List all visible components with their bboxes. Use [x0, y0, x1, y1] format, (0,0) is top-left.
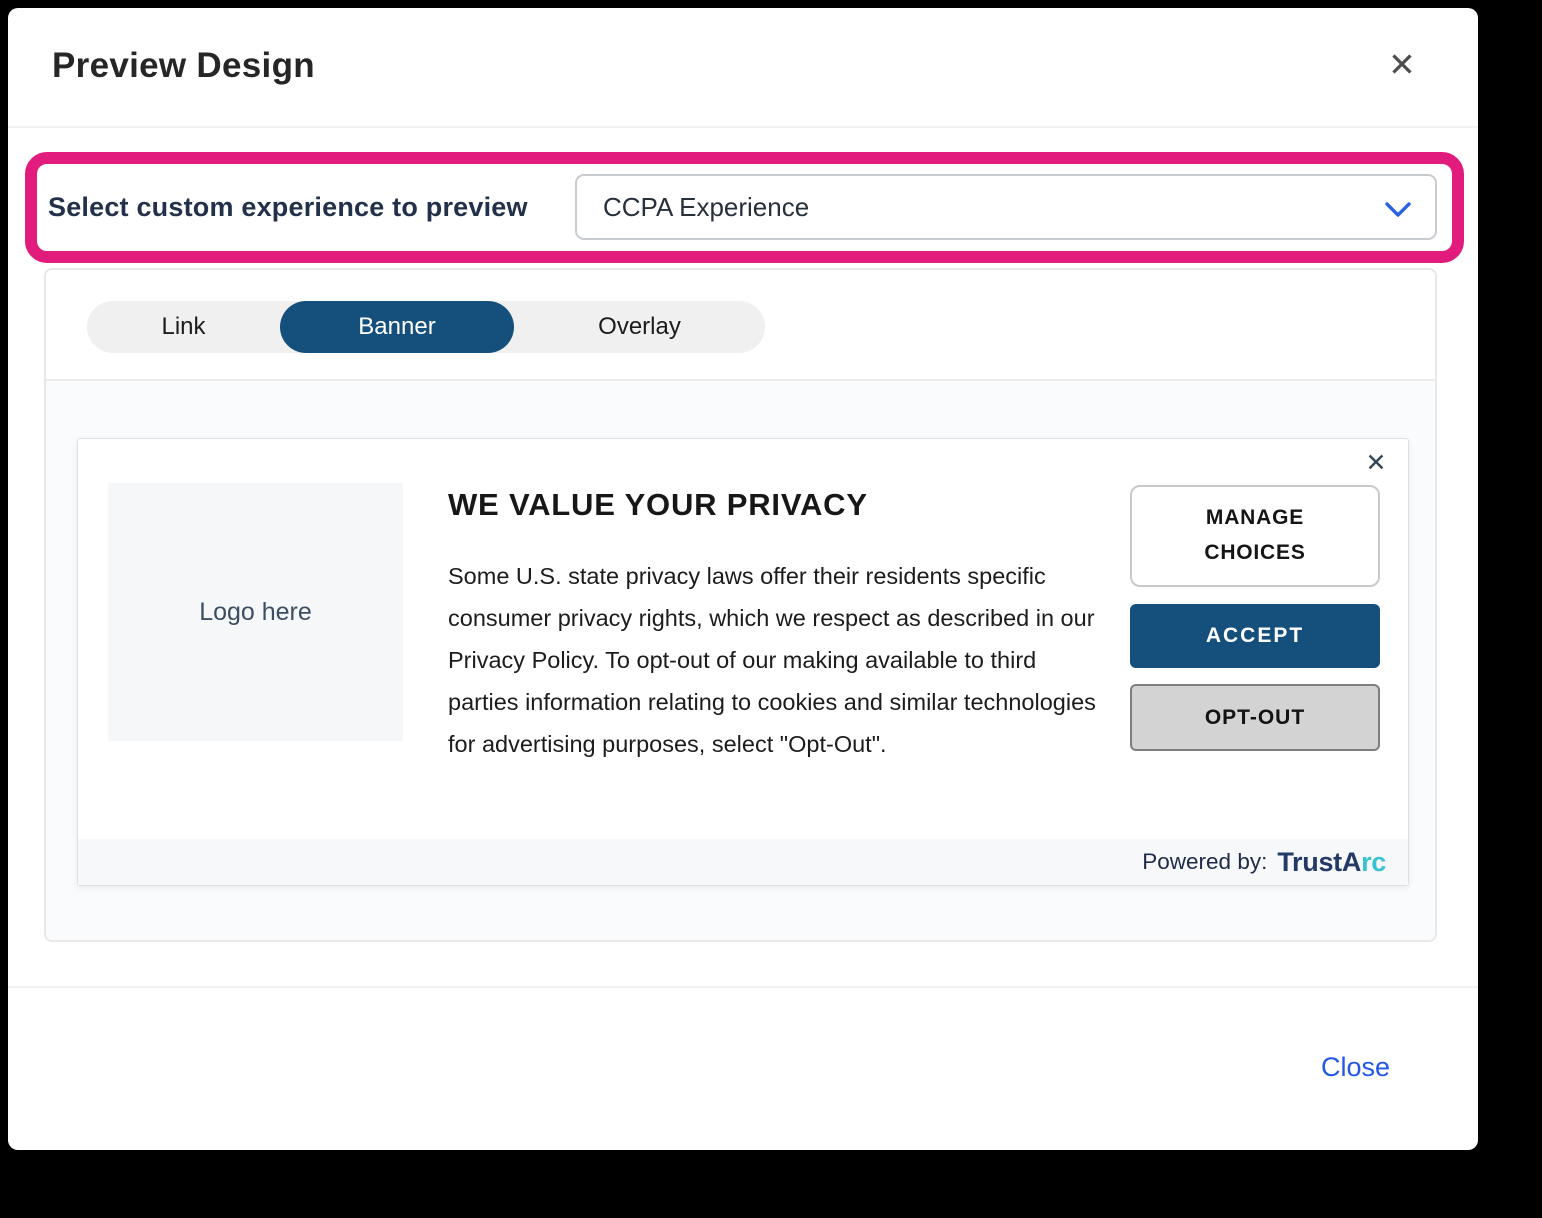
experience-selector-label: Select custom experience to preview	[48, 192, 528, 222]
opt-out-button[interactable]: OPT-OUT	[1130, 684, 1380, 751]
trustarc-logo-accent: rc	[1361, 846, 1386, 877]
manage-choices-button[interactable]: MANAGE CHOICES	[1130, 485, 1380, 587]
preview-mode-tabs: Link Banner Overlay	[87, 301, 765, 353]
banner-button-stack: MANAGE CHOICES ACCEPT OPT-OUT	[1130, 485, 1380, 751]
preview-design-modal: Preview Design ✕ Select custom experienc…	[8, 8, 1478, 1150]
banner-footer: Powered by: TrustArc	[78, 839, 1408, 885]
preview-container: Link Banner Overlay ✕ Logo here WE VALUE…	[44, 268, 1437, 942]
logo-placeholder-text: Logo here	[199, 597, 312, 626]
tab-link[interactable]: Link	[161, 313, 206, 340]
experience-select-value: CCPA Experience	[603, 191, 810, 222]
logo-placeholder-box: Logo here	[108, 483, 403, 741]
trustarc-logo-primary: TrustA	[1277, 846, 1362, 877]
banner-close-icon[interactable]: ✕	[1365, 449, 1387, 477]
header-divider	[8, 126, 1478, 128]
experience-selector-highlight: Select custom experience to preview CCPA…	[25, 152, 1464, 263]
close-modal-link[interactable]: Close	[1320, 1052, 1390, 1082]
footer-divider	[8, 986, 1478, 988]
banner-preview-area: ✕ Logo here WE VALUE YOUR PRIVACY Some U…	[46, 381, 1435, 940]
tab-overlay[interactable]: Overlay	[598, 313, 681, 340]
trustarc-logo: TrustArc	[1277, 847, 1386, 878]
consent-banner-preview: ✕ Logo here WE VALUE YOUR PRIVACY Some U…	[77, 438, 1409, 886]
accept-button[interactable]: ACCEPT	[1130, 604, 1380, 668]
chevron-down-icon	[1385, 202, 1411, 223]
tab-banner[interactable]: Banner	[280, 301, 514, 353]
modal-close-icon[interactable]: ✕	[1388, 45, 1416, 83]
modal-title: Preview Design	[52, 46, 315, 85]
powered-by-label: Powered by:	[1142, 849, 1268, 874]
experience-select[interactable]: CCPA Experience	[575, 174, 1437, 240]
banner-body-text: Some U.S. state privacy laws offer their…	[448, 563, 1096, 757]
tabs-divider	[46, 379, 1435, 381]
banner-heading: WE VALUE YOUR PRIVACY	[448, 487, 868, 522]
